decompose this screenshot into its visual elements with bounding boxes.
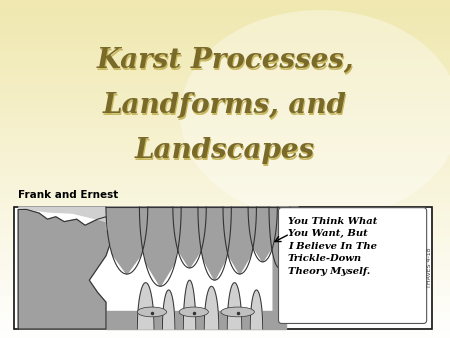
Bar <box>0 296 450 304</box>
Bar <box>0 84 450 93</box>
Bar <box>0 220 450 228</box>
Bar <box>0 144 450 152</box>
Polygon shape <box>106 311 286 329</box>
Ellipse shape <box>221 307 254 317</box>
Polygon shape <box>106 207 148 274</box>
Bar <box>0 152 450 161</box>
Ellipse shape <box>179 307 208 317</box>
Bar <box>0 211 450 220</box>
Text: Landforms, and: Landforms, and <box>104 94 348 121</box>
Text: Frank and Ernest: Frank and Ernest <box>18 190 118 200</box>
Bar <box>0 313 450 321</box>
Polygon shape <box>198 207 231 280</box>
Bar <box>0 161 450 169</box>
Bar <box>0 245 450 254</box>
Bar <box>0 110 450 118</box>
Polygon shape <box>273 207 298 329</box>
Bar <box>0 101 450 110</box>
Bar <box>0 228 450 237</box>
Polygon shape <box>183 280 196 329</box>
Bar <box>0 135 450 144</box>
Text: Landforms, and: Landforms, and <box>103 92 347 119</box>
Polygon shape <box>248 207 277 262</box>
Bar <box>0 186 450 194</box>
Bar <box>0 194 450 203</box>
Polygon shape <box>18 207 148 224</box>
Bar <box>0 118 450 127</box>
Polygon shape <box>173 207 206 268</box>
Bar <box>0 68 450 76</box>
Text: Karst Processes,: Karst Processes, <box>96 47 354 73</box>
Text: Landscapes: Landscapes <box>135 137 315 164</box>
Bar <box>0 177 450 186</box>
Bar <box>0 262 450 270</box>
Bar <box>0 254 450 262</box>
Bar <box>0 0 450 8</box>
Bar <box>0 330 450 338</box>
Polygon shape <box>223 207 256 274</box>
Bar <box>14 207 432 329</box>
Bar <box>0 237 450 245</box>
Bar <box>0 203 450 211</box>
Polygon shape <box>18 210 114 329</box>
Bar <box>0 25 450 34</box>
Bar <box>0 17 450 25</box>
Polygon shape <box>204 286 219 329</box>
Bar <box>0 127 450 135</box>
Ellipse shape <box>137 307 166 317</box>
Bar <box>0 270 450 279</box>
Bar <box>0 8 450 17</box>
Polygon shape <box>106 207 273 229</box>
Bar <box>0 59 450 68</box>
FancyBboxPatch shape <box>279 208 427 323</box>
Bar <box>0 76 450 84</box>
Polygon shape <box>137 283 154 329</box>
Bar <box>0 287 450 296</box>
Ellipse shape <box>180 10 450 220</box>
Bar <box>0 42 450 51</box>
Polygon shape <box>140 207 181 286</box>
Polygon shape <box>269 207 290 268</box>
Text: THAVES 4-18: THAVES 4-18 <box>428 248 432 288</box>
Bar <box>0 321 450 330</box>
Bar <box>0 34 450 42</box>
Bar <box>0 304 450 313</box>
Polygon shape <box>250 290 263 329</box>
Bar <box>0 51 450 59</box>
Text: Landscapes: Landscapes <box>136 139 316 166</box>
Text: Karst Processes,: Karst Processes, <box>97 48 355 75</box>
Bar <box>0 93 450 101</box>
Bar <box>0 279 450 287</box>
Text: You Think What
You Want, But
I Believe In The
Trickle-Down
Theory Myself.: You Think What You Want, But I Believe I… <box>288 217 377 276</box>
Bar <box>0 169 450 177</box>
Polygon shape <box>162 290 175 329</box>
Polygon shape <box>227 283 242 329</box>
